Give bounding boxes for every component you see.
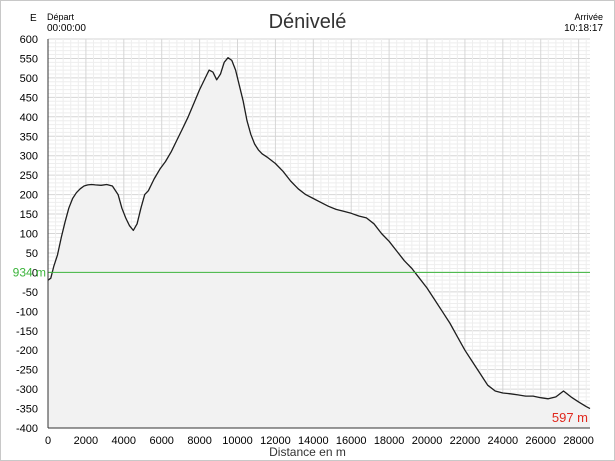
y-tick-label: 550 [20, 53, 38, 65]
x-tick-label: 8000 [187, 435, 211, 447]
y-tick-label: 0 [32, 267, 38, 279]
x-tick-label: 24000 [488, 435, 519, 447]
x-tick-label: 26000 [525, 435, 556, 447]
y-axis-ticks: 600550500450400350300250200150100500-50-… [16, 34, 38, 435]
y-tick-label: -200 [16, 345, 38, 357]
x-tick-label: 16000 [336, 435, 367, 447]
x-tick-label: 10000 [222, 435, 253, 447]
end-block: Arrivée 10:18:17 [564, 12, 603, 34]
x-tick-label: 22000 [450, 435, 481, 447]
y-tick-label: -100 [16, 306, 38, 318]
x-tick-label: 28000 [563, 435, 594, 447]
y-tick-label: -300 [16, 384, 38, 396]
y-tick-label: 200 [20, 190, 38, 202]
y-tick-label: 400 [20, 112, 38, 124]
start-time: 00:00:00 [47, 23, 86, 34]
x-axis-label: Distance en m [269, 445, 346, 459]
y-tick-label: 150 [20, 209, 38, 221]
y-tick-label: 50 [26, 248, 38, 260]
x-tick-label: 4000 [112, 435, 136, 447]
end-label: Arrivée [574, 12, 603, 22]
y-tick-label: -250 [16, 365, 38, 377]
elevation-line [47, 57, 591, 410]
axes [47, 39, 590, 429]
end-time: 10:18:17 [564, 23, 603, 34]
y-tick-label: -150 [16, 326, 38, 338]
x-tick-label: 14000 [298, 435, 329, 447]
axis-unit-label: E [30, 13, 37, 24]
y-tick-label: 500 [20, 73, 38, 85]
start-label: Départ [47, 12, 75, 22]
x-axis-ticks: 0 2000 4000 6000 8000 10000 12000 14000 16000 180… [45, 435, 594, 447]
y-tick-label: -400 [16, 423, 38, 435]
x-tick-label: 12000 [260, 435, 291, 447]
y-tick-label: 350 [20, 131, 38, 143]
x-tick-label: 20000 [412, 435, 443, 447]
elevation-area-fill [48, 57, 590, 428]
y-tick-label: 100 [20, 229, 38, 241]
chart-title: Dénivelé [268, 11, 347, 33]
y-tick-label: 250 [20, 170, 38, 182]
reference-line-label: 934 m [13, 265, 46, 279]
x-tick-label: 6000 [149, 435, 173, 447]
y-tick-label: -350 [16, 404, 38, 416]
start-block: Départ 00:00:00 [47, 12, 86, 34]
y-tick-label: -50 [22, 287, 38, 299]
y-tick-label: 300 [20, 151, 38, 163]
y-tick-label: 450 [20, 92, 38, 104]
x-tick-label: 2000 [74, 435, 98, 447]
end-elevation-label: 597 m [552, 410, 588, 425]
x-tick-label: 18000 [374, 435, 405, 447]
y-tick-label: 600 [20, 34, 38, 46]
x-tick-label: 0 [45, 435, 51, 447]
